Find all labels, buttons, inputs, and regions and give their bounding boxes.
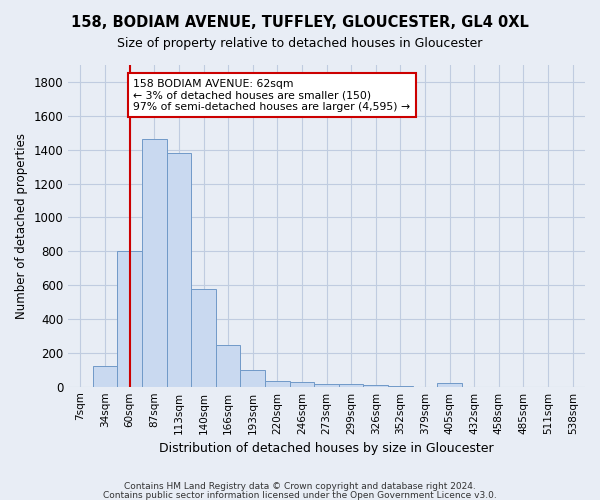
Bar [216,345,241,387]
Bar [339,384,364,386]
Bar [118,251,142,386]
Y-axis label: Number of detached properties: Number of detached properties [15,133,28,319]
Text: Contains HM Land Registry data © Crown copyright and database right 2024.: Contains HM Land Registry data © Crown c… [124,482,476,491]
Text: 158 BODIAM AVENUE: 62sqm
← 3% of detached houses are smaller (150)
97% of semi-d: 158 BODIAM AVENUE: 62sqm ← 3% of detache… [133,79,410,112]
Text: 158, BODIAM AVENUE, TUFFLEY, GLOUCESTER, GL4 0XL: 158, BODIAM AVENUE, TUFFLEY, GLOUCESTER,… [71,15,529,30]
X-axis label: Distribution of detached houses by size in Gloucester: Distribution of detached houses by size … [159,442,494,455]
Bar [191,290,216,386]
Bar [364,385,388,386]
Bar [241,370,265,386]
Bar [142,140,167,386]
Bar [437,384,462,386]
Bar [93,366,118,386]
Bar [167,153,191,386]
Text: Contains public sector information licensed under the Open Government Licence v3: Contains public sector information licen… [103,491,497,500]
Bar [290,382,314,386]
Bar [265,381,290,386]
Bar [314,384,339,386]
Text: Size of property relative to detached houses in Gloucester: Size of property relative to detached ho… [118,38,482,51]
